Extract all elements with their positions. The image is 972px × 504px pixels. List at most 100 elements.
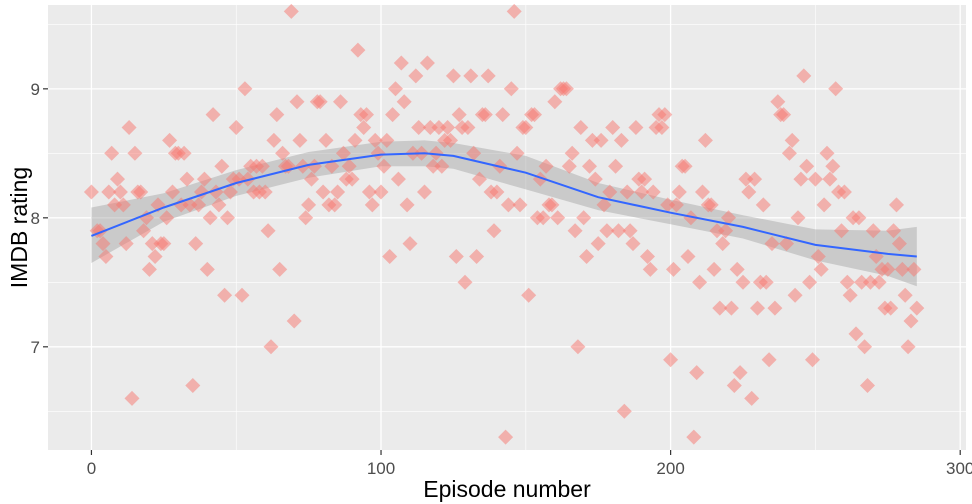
data-point <box>477 107 493 123</box>
data-point <box>506 3 522 19</box>
data-point <box>498 429 514 445</box>
data-point <box>779 236 794 252</box>
data-point <box>692 274 708 290</box>
data-point <box>191 197 207 213</box>
data-point <box>379 132 395 148</box>
y-tick-label: 8 <box>31 209 40 228</box>
data-point <box>909 300 925 316</box>
data-point <box>848 326 864 342</box>
data-point <box>547 94 563 110</box>
data-point <box>382 249 398 264</box>
data-point <box>842 287 858 303</box>
data-point <box>825 158 841 174</box>
data-point <box>816 197 832 213</box>
data-point <box>587 171 603 187</box>
data-point <box>657 107 673 123</box>
data-point <box>283 3 299 19</box>
data-point <box>819 145 835 161</box>
data-point <box>668 197 684 213</box>
data-point <box>680 249 696 264</box>
data-point <box>735 274 751 290</box>
data-point <box>266 132 282 148</box>
data-point <box>182 197 198 213</box>
data-point <box>448 249 464 264</box>
data-point <box>428 145 444 161</box>
data-point <box>202 210 218 226</box>
data-point <box>721 210 736 226</box>
data-point <box>654 120 670 135</box>
data-point <box>272 261 288 277</box>
data-point <box>512 197 528 213</box>
data-point <box>220 210 235 226</box>
data-point <box>489 184 505 200</box>
data-point <box>217 287 233 303</box>
data-point <box>750 300 765 316</box>
data-point <box>709 223 725 239</box>
data-point <box>813 261 829 277</box>
data-point <box>359 107 374 123</box>
data-point <box>799 158 815 174</box>
data-point <box>445 68 461 84</box>
y-tick-label: 7 <box>31 338 40 357</box>
data-point <box>854 274 870 290</box>
data-point <box>584 132 600 148</box>
data-point <box>83 184 99 200</box>
data-point <box>538 158 554 174</box>
data-point <box>396 94 412 110</box>
data-point <box>486 223 502 239</box>
data-point <box>463 68 479 84</box>
data-point <box>286 313 302 329</box>
data-point <box>871 274 887 290</box>
data-point <box>695 184 710 200</box>
data-point <box>176 145 192 161</box>
data-point <box>851 210 867 226</box>
data-point <box>333 94 348 110</box>
data-point <box>900 339 916 355</box>
data-point <box>443 132 458 148</box>
data-point <box>350 42 366 58</box>
data-point <box>292 132 308 148</box>
x-tick-label: 200 <box>656 459 684 478</box>
data-point <box>564 145 580 161</box>
data-point <box>373 184 389 200</box>
data-point <box>602 184 618 200</box>
data-point <box>112 184 128 200</box>
data-point <box>790 210 806 226</box>
data-point <box>666 261 681 277</box>
data-point <box>758 274 774 290</box>
data-point <box>196 171 212 187</box>
data-point <box>671 184 687 200</box>
data-point <box>118 236 134 252</box>
data-point <box>802 274 818 290</box>
data-point <box>344 171 360 187</box>
data-point <box>222 184 238 200</box>
data-point <box>495 107 511 123</box>
data-point <box>370 145 386 161</box>
data-point <box>567 223 583 239</box>
data-point <box>179 171 195 187</box>
data-point <box>889 197 904 213</box>
data-point <box>518 120 534 135</box>
data-point <box>457 274 473 290</box>
data-point <box>741 184 757 200</box>
data-point <box>434 158 450 174</box>
data-point <box>472 171 487 187</box>
data-point <box>732 365 748 381</box>
data-point <box>185 378 201 393</box>
data-point <box>188 236 204 252</box>
data-point <box>645 184 661 200</box>
data-point <box>761 352 777 368</box>
x-axis-title: Episode number <box>423 476 591 502</box>
data-point <box>640 249 655 264</box>
data-point <box>613 132 629 148</box>
data-point <box>622 223 638 239</box>
data-point <box>793 171 809 187</box>
y-axis-title: IMDB rating <box>6 167 32 288</box>
data-point <box>596 197 612 213</box>
data-point <box>127 145 143 161</box>
data-point <box>315 184 331 200</box>
data-point <box>98 249 114 264</box>
data-point <box>535 210 551 226</box>
data-point <box>886 223 902 239</box>
data-point <box>663 352 679 368</box>
